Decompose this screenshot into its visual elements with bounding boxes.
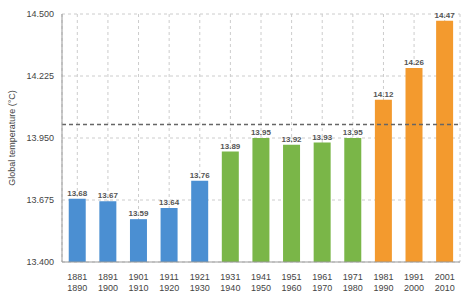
svg-text:19311940: 19311940 xyxy=(220,272,240,293)
svg-text:14.225: 14.225 xyxy=(26,71,54,81)
svg-text:18911900: 18911900 xyxy=(98,272,118,293)
svg-text:13.93: 13.93 xyxy=(312,133,333,142)
svg-text:13.89: 13.89 xyxy=(220,142,241,151)
svg-text:14.500: 14.500 xyxy=(26,9,54,19)
svg-text:13.95: 13.95 xyxy=(343,128,364,137)
svg-text:14.47: 14.47 xyxy=(435,11,456,20)
svg-text:13.675: 13.675 xyxy=(26,195,54,205)
svg-text:20012010: 20012010 xyxy=(435,272,455,293)
svg-text:13.68: 13.68 xyxy=(67,189,88,198)
svg-text:18811890: 18811890 xyxy=(67,272,87,293)
svg-text:13.950: 13.950 xyxy=(26,133,54,143)
svg-text:19111920: 19111920 xyxy=(159,272,179,293)
svg-text:14.12: 14.12 xyxy=(373,90,394,99)
svg-text:19511960: 19511960 xyxy=(282,272,302,293)
svg-text:Global temperature (°C): Global temperature (°C) xyxy=(8,90,17,186)
svg-text:13.76: 13.76 xyxy=(190,171,211,180)
svg-text:19411950: 19411950 xyxy=(251,272,271,293)
svg-text:19011910: 19011910 xyxy=(129,272,149,293)
svg-text:19811990: 19811990 xyxy=(373,272,393,293)
svg-text:13.59: 13.59 xyxy=(128,209,149,218)
svg-text:14.26: 14.26 xyxy=(404,58,425,67)
svg-text:13.64: 13.64 xyxy=(159,198,180,207)
svg-text:13.92: 13.92 xyxy=(282,135,303,144)
svg-text:19611970: 19611970 xyxy=(312,272,332,293)
svg-text:19912000: 19912000 xyxy=(404,272,424,293)
svg-text:13.95: 13.95 xyxy=(251,128,272,137)
svg-text:19211930: 19211930 xyxy=(190,272,210,293)
svg-text:13.400: 13.400 xyxy=(26,257,54,267)
svg-text:19711980: 19711980 xyxy=(343,272,363,293)
svg-text:13.67: 13.67 xyxy=(98,191,119,200)
